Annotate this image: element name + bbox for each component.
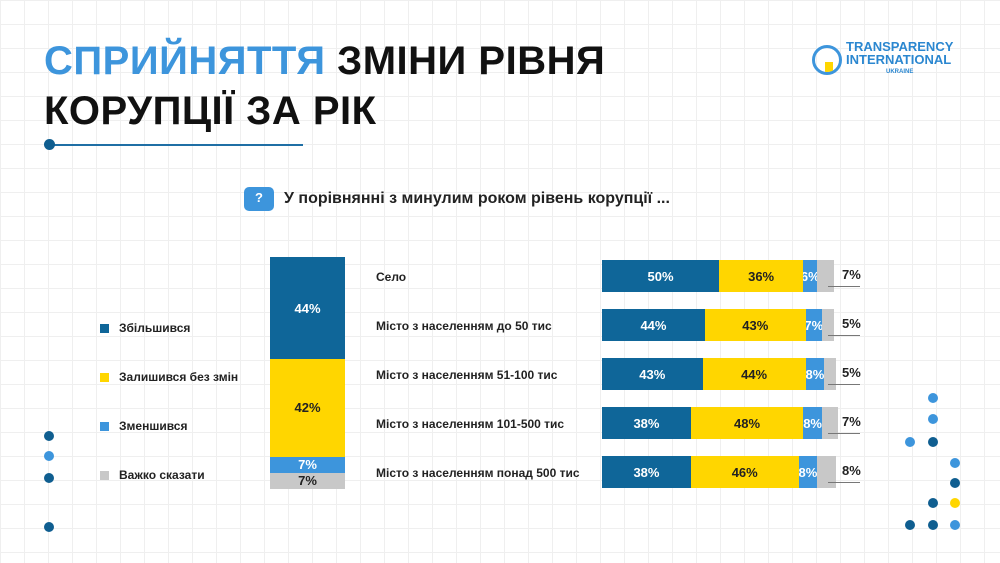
bar-segment: 38% <box>602 456 691 488</box>
logo: TRANSPARENCY INTERNATIONAL UKRAINE <box>812 40 953 79</box>
bar-value-label: 8% <box>805 366 825 382</box>
title-underline <box>50 144 303 146</box>
question: ? У порівнянні з минулим роком рівень кор… <box>244 187 670 211</box>
legend-label: Зменшився <box>119 419 188 433</box>
page-title: СПРИЙНЯТТЯ ЗМІНИ РІВНЯ КОРУПЦІЇ ЗА РІК <box>44 36 605 136</box>
decor-dot <box>928 498 938 508</box>
bar-segment <box>821 309 834 341</box>
bar-value-label: 6% <box>803 268 817 284</box>
legend-swatch <box>100 323 109 333</box>
hard-to-say-label: 7% <box>842 267 861 282</box>
category-label: Місто з населенням 51-100 тис <box>376 368 558 382</box>
question-text: У порівнянні з минулим роком рівень кору… <box>284 190 670 207</box>
leader-line <box>828 286 860 287</box>
bar-value-label: 43% <box>742 317 769 333</box>
bar-value-label: 46% <box>731 464 758 480</box>
legend-item: Зменшився <box>100 419 187 433</box>
legend-label: Залишився без змін <box>119 370 239 384</box>
legend-item: Збільшився <box>100 321 190 335</box>
title-line1: ЗМІНИ РІВНЯ <box>325 39 606 83</box>
decor-dot <box>928 393 938 403</box>
bar-segment: 50% <box>602 260 719 292</box>
legend-swatch <box>100 421 109 431</box>
title-highlight: СПРИЙНЯТТЯ <box>44 39 326 83</box>
bar-segment: 43% <box>602 358 703 390</box>
category-label: Місто з населенням до 50 тис <box>376 319 552 333</box>
bar-segment <box>817 456 836 488</box>
bar-segment: 8% <box>803 407 822 439</box>
underline-dot <box>44 139 55 150</box>
total-bar-segment: 7% <box>270 472 345 489</box>
hard-to-say-label: 5% <box>842 316 861 331</box>
decor-dot <box>44 473 54 483</box>
bar-segment: 6% <box>803 260 818 292</box>
decor-dot <box>928 520 938 530</box>
bar-segment <box>824 358 836 390</box>
total-bar-label: 7% <box>298 457 317 473</box>
hard-to-say-label: 5% <box>842 365 861 380</box>
logo-line1: TRANSPARENCY <box>846 39 954 54</box>
bar-value-label: 38% <box>633 415 660 431</box>
bar-segment: 48% <box>690 407 804 439</box>
bar-segment: 8% <box>805 358 825 390</box>
bar-value-label: 8% <box>803 415 822 431</box>
decor-dot <box>928 414 938 424</box>
total-bar-segment: 44% <box>270 257 345 360</box>
logo-line3: UKRAINE <box>886 69 914 75</box>
bar-segment <box>821 407 839 439</box>
title-line2: КОРУПЦІЇ ЗА РІК <box>44 89 377 133</box>
total-bar-label: 42% <box>294 400 321 416</box>
total-bar-label: 7% <box>298 473 317 489</box>
decor-dot <box>950 458 960 468</box>
bar-value-label: 43% <box>639 366 666 382</box>
hard-to-say-label: 7% <box>842 414 861 429</box>
total-bar-segment: 42% <box>270 359 345 457</box>
legend-item: Залишився без змін <box>100 370 238 384</box>
decor-dot <box>950 498 960 508</box>
legend-swatch <box>100 372 109 382</box>
legend-swatch <box>100 470 109 480</box>
hard-to-say-label: 8% <box>842 463 861 478</box>
bar-value-label: 48% <box>734 415 761 431</box>
question-bubble-icon: ? <box>244 187 274 211</box>
decor-dot <box>905 437 915 447</box>
bar-segment: 7% <box>805 309 822 341</box>
logo-icon <box>812 44 842 75</box>
legend-label: Збільшився <box>119 321 191 335</box>
decor-dot <box>950 520 960 530</box>
logo-line2: INTERNATIONAL <box>846 52 952 67</box>
decor-dot <box>44 451 54 461</box>
category-label: Місто з населенням 101-500 тис <box>376 417 565 431</box>
bar-segment: 44% <box>702 358 806 390</box>
category-label: Місто з населенням понад 500 тис <box>376 466 580 480</box>
leader-line <box>828 384 860 385</box>
leader-line <box>828 335 860 336</box>
bar-segment: 44% <box>602 309 705 341</box>
decor-dot <box>905 520 915 530</box>
bar-segment: 38% <box>602 407 691 439</box>
bar-value-label: 36% <box>748 268 775 284</box>
legend-item: Важко сказати <box>100 468 205 482</box>
bar-value-label: 44% <box>741 366 768 382</box>
bar-segment <box>817 260 834 292</box>
bar-value-label: 44% <box>640 317 667 333</box>
total-bar-segment: 7% <box>270 456 345 473</box>
bar-value-label: 7% <box>805 317 822 333</box>
leader-line <box>828 482 860 483</box>
category-label: Село <box>376 270 407 284</box>
legend-label: Важко сказати <box>119 468 205 482</box>
bar-segment: 43% <box>704 309 806 341</box>
total-bar-label: 44% <box>294 300 321 316</box>
bar-value-label: 38% <box>633 464 660 480</box>
bar-segment: 36% <box>719 260 804 292</box>
bar-segment: 8% <box>798 456 818 488</box>
decor-dot <box>950 478 960 488</box>
bar-value-label: 50% <box>647 268 674 284</box>
decor-dot <box>44 431 54 441</box>
bar-value-label: 8% <box>798 464 818 480</box>
decor-dot <box>44 522 54 532</box>
decor-dot <box>928 437 938 447</box>
leader-line <box>828 433 860 434</box>
bar-segment: 46% <box>690 456 799 488</box>
